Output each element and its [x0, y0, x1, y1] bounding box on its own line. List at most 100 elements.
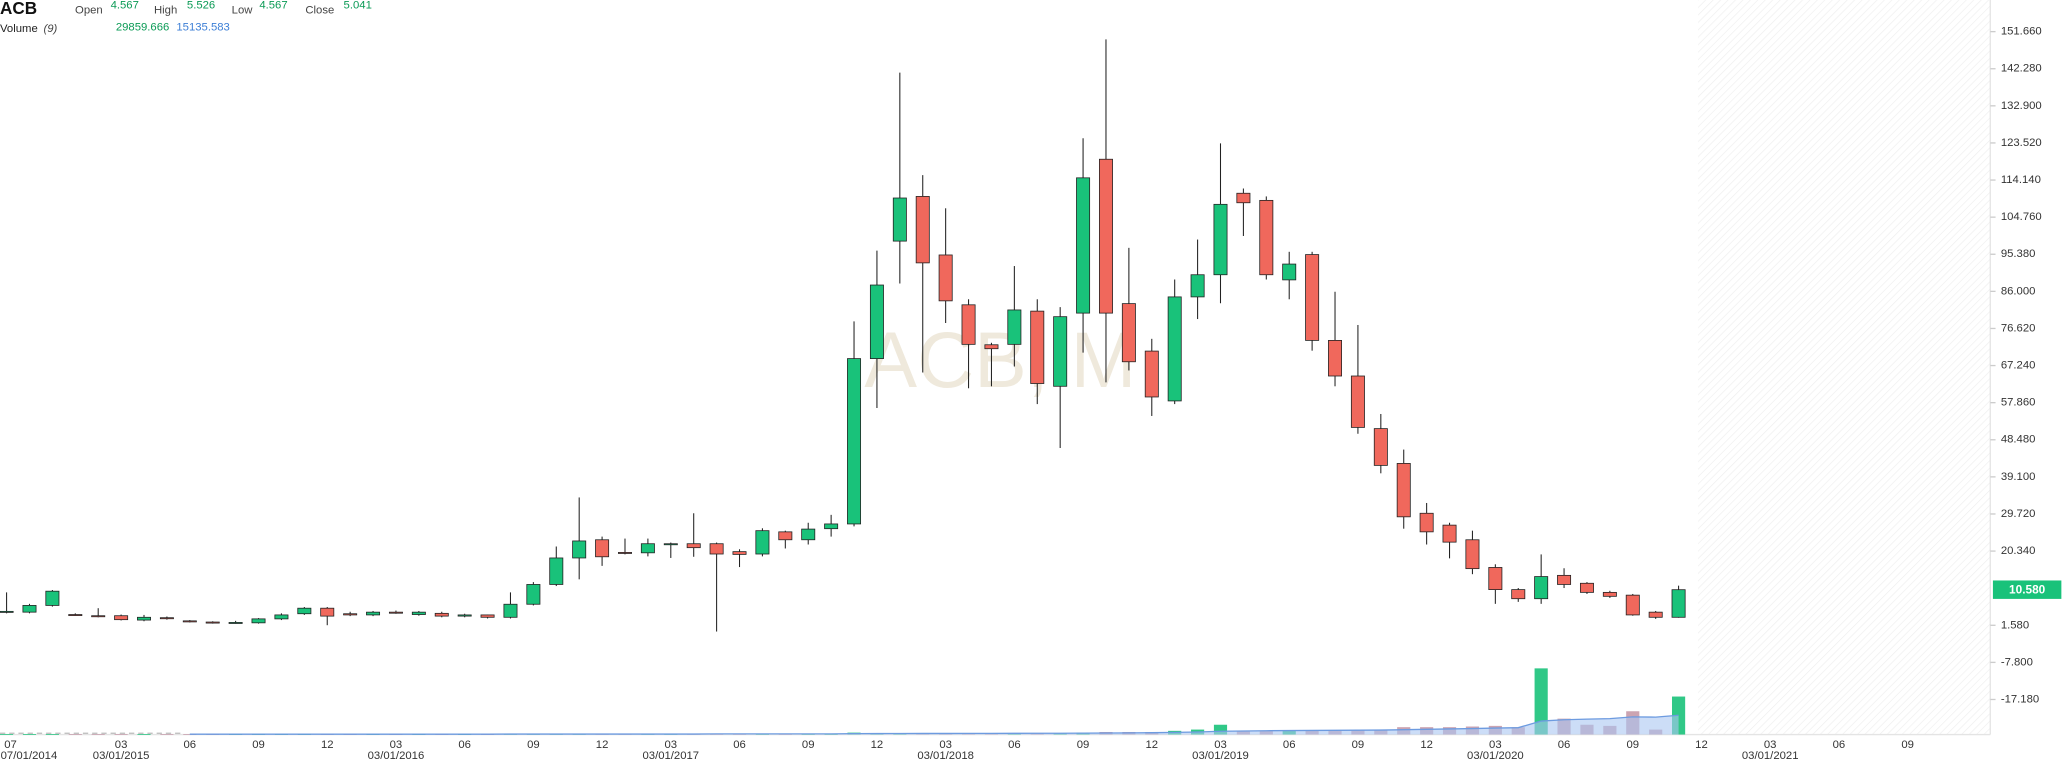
candle-body: [1236, 192, 1251, 204]
volume-bar: [137, 734, 151, 735]
x-tick-label: 03: [1489, 739, 1502, 751]
candle-body: [411, 611, 426, 615]
candle-body: [1213, 203, 1228, 276]
y-tick-label: 142.280: [2001, 63, 2042, 75]
candle-body: [663, 543, 678, 546]
candle-body: [205, 621, 220, 624]
y-tick-label: 104.760: [2001, 211, 2042, 223]
x-tick-label: 12: [1145, 739, 1158, 751]
candle-body: [68, 614, 83, 616]
x-tick-label: 12: [321, 739, 334, 751]
candle-body: [22, 605, 37, 613]
close-value: 5.041: [344, 0, 372, 11]
candle-body: [1167, 296, 1182, 402]
y-tick-label: 132.900: [2001, 100, 2042, 112]
x-tick-label: 09: [1901, 739, 1914, 751]
candle-body: [801, 528, 816, 541]
candle-body: [297, 607, 312, 615]
candle-body: [961, 304, 976, 345]
candle-body: [618, 552, 632, 554]
volume-period: (9): [43, 23, 57, 35]
candle-body: [847, 358, 862, 525]
candle-body: [1190, 274, 1205, 298]
y-tick-label: 86.000: [2001, 285, 2036, 297]
candle-body: [1396, 463, 1411, 518]
x-tick-label: 09: [527, 739, 540, 751]
last-price-tag: [1992, 580, 2062, 599]
candle-body: [1511, 589, 1526, 600]
x-tick-label: 12: [1420, 739, 1433, 751]
candle-body: [114, 615, 129, 621]
candle-body: [1534, 576, 1549, 600]
candle-body: [1007, 309, 1022, 345]
volume-label: Volume: [0, 23, 38, 35]
candle-body: [709, 543, 724, 555]
x-tick-label: 03: [939, 739, 952, 751]
candle-body: [343, 613, 358, 616]
candle-body: [45, 590, 60, 606]
candle-body: [366, 611, 381, 616]
volume-bar: [68, 734, 82, 735]
y-tick-label: 76.620: [2001, 322, 2036, 334]
x-tick-label: 06: [733, 739, 746, 751]
y-tick-label: 57.860: [2001, 397, 2036, 409]
candle-body: [1648, 611, 1663, 618]
close-label: Close: [305, 5, 334, 17]
x-date-label: 03/01/2017: [642, 750, 699, 762]
candle-body: [1557, 574, 1572, 585]
candle-body: [91, 615, 106, 618]
candle-body: [1121, 303, 1136, 363]
volume-bar: [114, 734, 128, 735]
candle-body: [320, 607, 335, 617]
candle-body: [1419, 512, 1434, 533]
candle-body: [1328, 340, 1342, 377]
x-tick-label: 09: [1352, 739, 1365, 751]
candle-body: [1282, 263, 1297, 281]
candle-body: [480, 614, 495, 618]
candle-body: [732, 551, 747, 555]
y-tick-label: 39.100: [2001, 471, 2036, 483]
x-tick-label: 06: [458, 739, 471, 751]
x-tick-label: 03: [1764, 739, 1777, 751]
volume-bar: [160, 734, 174, 735]
candle-body: [778, 531, 793, 541]
candle-body: [892, 197, 907, 242]
x-tick-label: 12: [871, 739, 884, 751]
y-tick-label: 20.340: [2001, 545, 2036, 557]
candle-body: [457, 614, 472, 617]
candle-body: [938, 254, 953, 302]
candle-body: [388, 611, 403, 614]
x-tick-label: 03: [115, 739, 128, 751]
x-tick-label: 03: [1214, 739, 1227, 751]
y-tick-label: 95.380: [2001, 248, 2036, 260]
candle-body: [686, 543, 701, 549]
y-tick-label: 67.240: [2001, 360, 2036, 372]
candle-body: [1144, 350, 1159, 398]
candle-body: [595, 539, 610, 558]
candle-body: [824, 523, 839, 530]
candle-body: [915, 196, 930, 264]
candle-body: [1373, 428, 1388, 466]
x-tick-label: 06: [1008, 739, 1021, 751]
candle-body: [1579, 582, 1594, 593]
volume-bar: [45, 734, 59, 735]
candle-body: [1465, 539, 1480, 570]
candle-body: [572, 540, 587, 559]
low-label: Low: [232, 5, 254, 17]
open-value: 4.567: [111, 0, 139, 11]
candle-body: [503, 603, 518, 618]
y-tick-label: 114.140: [2001, 174, 2041, 186]
volume-ma-value: 15135.583: [176, 22, 229, 34]
future-area: [1698, 0, 1991, 735]
volume-bar: [91, 734, 105, 735]
x-tick-label: 06: [1833, 739, 1846, 751]
candle-body: [251, 618, 266, 624]
y-tick-label: 48.480: [2001, 434, 2036, 446]
low-value: 4.567: [259, 0, 287, 11]
volume-bar: [0, 734, 14, 735]
candle-body: [434, 612, 449, 617]
candle-body: [640, 543, 655, 554]
x-tick-label: 03: [390, 739, 403, 751]
watermark: ACB, M: [864, 316, 1136, 404]
x-tick-label: 07: [4, 739, 17, 751]
